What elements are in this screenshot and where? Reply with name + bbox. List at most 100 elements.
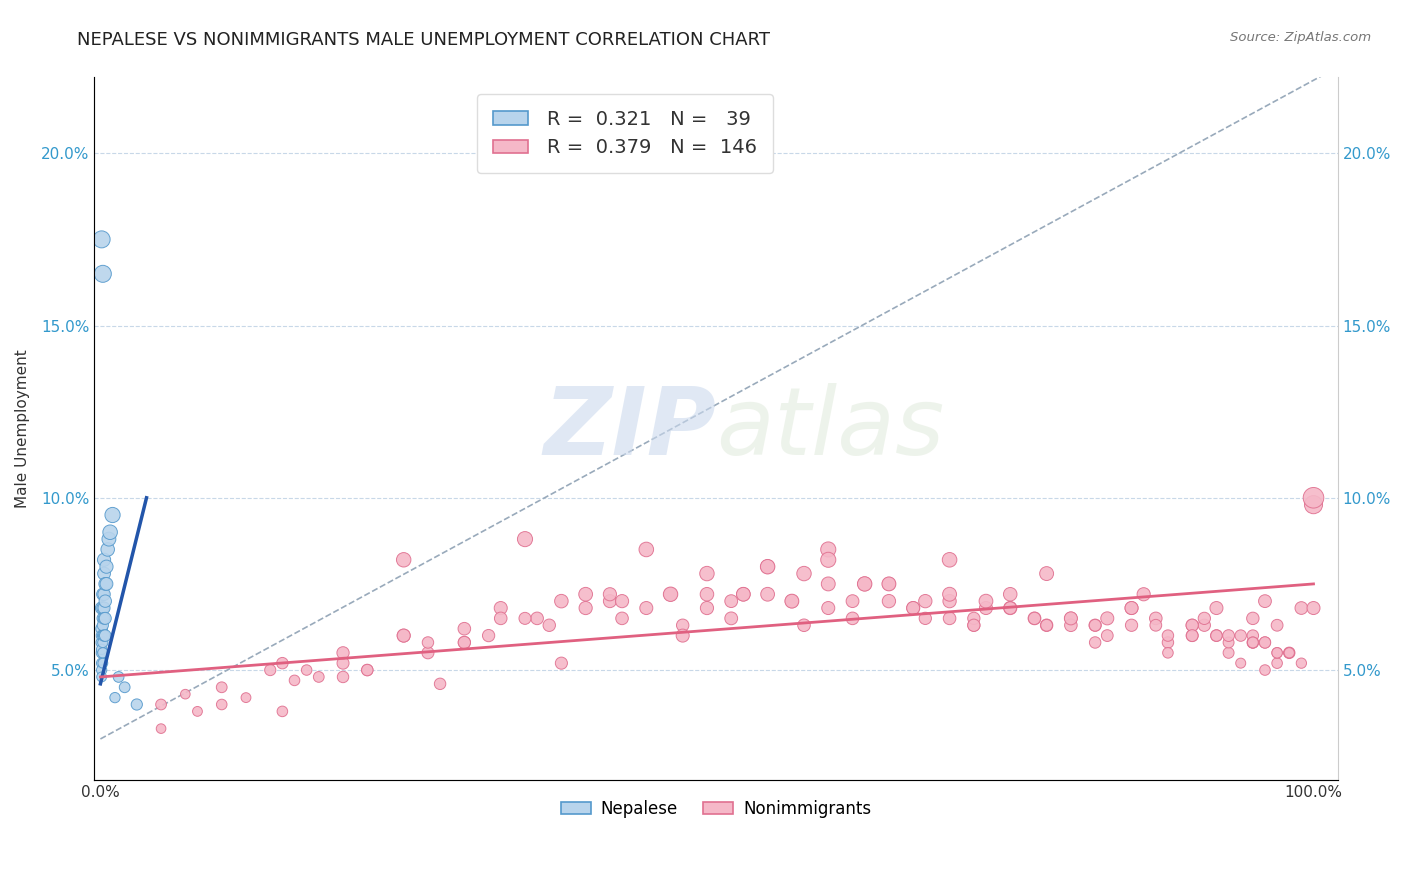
Point xyxy=(841,611,863,625)
Point xyxy=(453,635,475,649)
Point xyxy=(513,611,536,625)
Point xyxy=(94,577,117,591)
Point xyxy=(1181,629,1204,643)
Point xyxy=(853,577,876,591)
Point xyxy=(720,594,742,608)
Point xyxy=(1205,629,1227,643)
Point xyxy=(1291,601,1313,615)
Point xyxy=(1144,611,1167,625)
Point xyxy=(659,587,682,601)
Point xyxy=(453,635,475,649)
Point xyxy=(1241,629,1264,643)
Point xyxy=(756,559,779,574)
Point xyxy=(1121,618,1143,632)
Point xyxy=(793,618,815,632)
Point xyxy=(1084,618,1107,632)
Point xyxy=(90,646,112,660)
Point xyxy=(489,601,512,615)
Point xyxy=(90,232,112,246)
Point xyxy=(610,611,633,625)
Point xyxy=(90,670,112,684)
Point xyxy=(1291,656,1313,670)
Point xyxy=(963,611,986,625)
Point xyxy=(1084,618,1107,632)
Point xyxy=(963,618,986,632)
Point xyxy=(914,611,936,625)
Point xyxy=(96,559,118,574)
Point xyxy=(938,553,960,567)
Point xyxy=(599,587,621,601)
Text: atlas: atlas xyxy=(716,384,945,475)
Point xyxy=(1157,629,1180,643)
Point xyxy=(599,594,621,608)
Point xyxy=(513,532,536,546)
Point xyxy=(1205,629,1227,643)
Point xyxy=(94,611,117,625)
Point xyxy=(174,687,197,701)
Point xyxy=(91,267,114,281)
Point xyxy=(90,601,112,615)
Point xyxy=(756,587,779,601)
Point xyxy=(1241,635,1264,649)
Point xyxy=(938,587,960,601)
Point xyxy=(107,670,129,684)
Point xyxy=(90,635,112,649)
Point xyxy=(659,587,682,601)
Point xyxy=(1035,618,1057,632)
Point xyxy=(1302,601,1324,615)
Point xyxy=(93,611,115,625)
Point xyxy=(1278,646,1301,660)
Point xyxy=(636,601,658,615)
Point xyxy=(938,594,960,608)
Point xyxy=(271,656,294,670)
Point xyxy=(780,594,803,608)
Point xyxy=(101,508,124,522)
Text: NEPALESE VS NONIMMIGRANTS MALE UNEMPLOYMENT CORRELATION CHART: NEPALESE VS NONIMMIGRANTS MALE UNEMPLOYM… xyxy=(77,31,770,49)
Point xyxy=(98,525,121,540)
Point xyxy=(974,594,997,608)
Point xyxy=(356,663,378,677)
Point xyxy=(841,594,863,608)
Point xyxy=(91,646,114,660)
Point xyxy=(1218,646,1240,660)
Point xyxy=(1302,491,1324,505)
Point xyxy=(780,594,803,608)
Point xyxy=(211,698,233,712)
Point xyxy=(1035,566,1057,581)
Point xyxy=(1121,601,1143,615)
Point xyxy=(90,629,112,643)
Point xyxy=(1181,629,1204,643)
Point xyxy=(636,542,658,557)
Point xyxy=(672,618,695,632)
Point xyxy=(538,618,561,632)
Point xyxy=(1000,601,1022,615)
Text: Source: ZipAtlas.com: Source: ZipAtlas.com xyxy=(1230,31,1371,45)
Point xyxy=(793,566,815,581)
Point xyxy=(90,663,112,677)
Point xyxy=(90,622,112,636)
Point xyxy=(720,611,742,625)
Point xyxy=(332,656,354,670)
Y-axis label: Male Unemployment: Male Unemployment xyxy=(15,350,30,508)
Point xyxy=(817,553,839,567)
Point xyxy=(489,611,512,625)
Point xyxy=(97,542,120,557)
Point xyxy=(478,629,501,643)
Point xyxy=(575,601,598,615)
Point xyxy=(96,577,118,591)
Point xyxy=(186,705,208,719)
Point xyxy=(91,635,114,649)
Point xyxy=(938,611,960,625)
Point xyxy=(1241,635,1264,649)
Point xyxy=(295,663,318,677)
Point xyxy=(610,594,633,608)
Point xyxy=(1265,646,1288,660)
Point xyxy=(1254,635,1277,649)
Point xyxy=(1144,618,1167,632)
Point xyxy=(332,646,354,660)
Point xyxy=(914,594,936,608)
Point xyxy=(733,587,755,601)
Point xyxy=(271,705,294,719)
Point xyxy=(90,656,112,670)
Point xyxy=(114,680,136,694)
